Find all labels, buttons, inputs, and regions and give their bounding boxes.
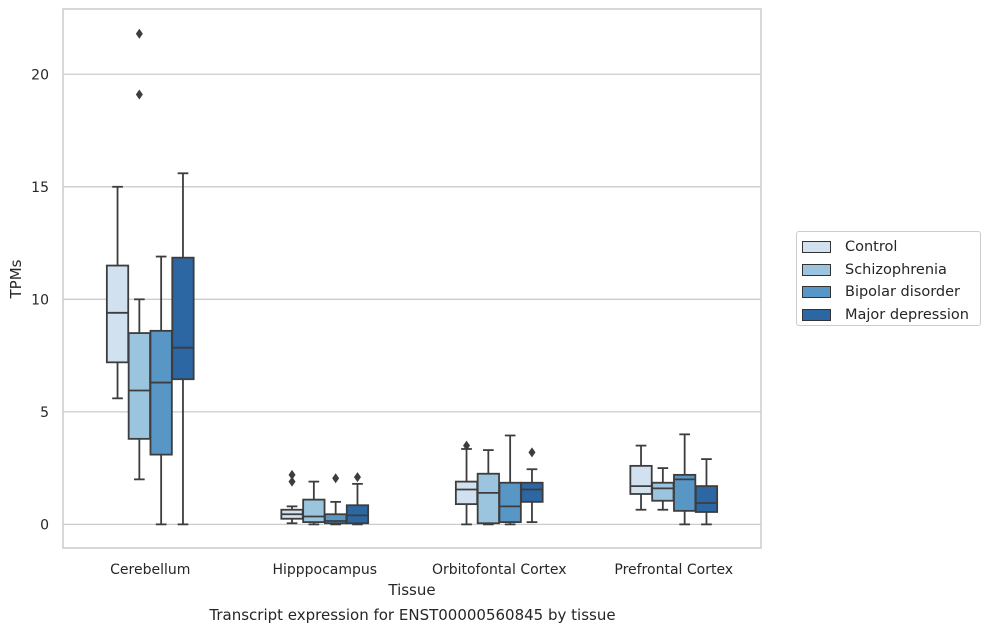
y-tick-label: 20: [31, 67, 49, 83]
box-iqr: [498, 481, 522, 524]
box: [520, 447, 544, 524]
box: [476, 449, 500, 526]
box: [280, 469, 304, 525]
outlier-point: [135, 28, 143, 39]
box: [694, 458, 719, 526]
series-control: [105, 185, 653, 526]
box-iqr: [694, 485, 719, 513]
outlier-point: [353, 472, 361, 483]
box: [345, 472, 370, 526]
box-iqr: [127, 332, 151, 440]
box-iqr: [454, 480, 479, 506]
box: [629, 444, 653, 511]
outlier-point: [332, 473, 340, 484]
x-axis-label: Tissue: [387, 581, 435, 599]
box-series: [105, 28, 719, 526]
legend-label: Control: [845, 239, 898, 256]
box-iqr: [171, 256, 195, 381]
box-iqr: [149, 329, 173, 456]
box-iqr: [105, 264, 130, 364]
box: [324, 473, 348, 526]
box: [171, 172, 195, 526]
box: [149, 255, 173, 526]
legend-swatch: [802, 263, 831, 276]
y-tick-label: 10: [31, 292, 49, 308]
outlier-point: [288, 476, 296, 487]
box: [651, 467, 675, 511]
y-axis-ticks: 0 5 10 15 20: [31, 67, 49, 533]
y-tick-label: 15: [31, 180, 49, 196]
legend: Control Schizophrenia Bipolar disorder Majo…: [796, 231, 981, 326]
outlier-point: [463, 440, 471, 451]
legend-item: Major depression: [802, 304, 980, 327]
box-iqr: [673, 473, 697, 512]
box-iqr: [345, 504, 370, 525]
box-iqr: [324, 513, 348, 525]
x-axis-ticks: Cerebellum Hipppocampus Orbitofontal Corte…: [110, 562, 733, 578]
x-tick-label: Hipppocampus: [272, 562, 377, 578]
x-tick-label: Prefrontal Cortex: [614, 562, 733, 578]
legend-swatch: [802, 286, 831, 299]
legend-swatch: [802, 241, 831, 254]
y-tick-label: 0: [40, 517, 49, 533]
box: [105, 185, 130, 400]
box: [127, 28, 151, 481]
legend-swatch: [802, 308, 831, 321]
legend-label: Bipolar disorder: [845, 284, 960, 301]
y-tick-label: 5: [40, 405, 49, 421]
series-bipolar-disorder: [149, 255, 697, 526]
box-iqr: [629, 464, 653, 495]
box: [302, 480, 326, 526]
x-tick-label: Cerebellum: [110, 562, 190, 578]
x-tick-label: Orbitofontal Cortex: [432, 562, 567, 578]
outlier-point: [528, 447, 536, 458]
outlier-point: [135, 89, 143, 100]
box-iqr: [302, 498, 326, 524]
plot-area: [62, 8, 762, 549]
series-schizophrenia: [127, 28, 675, 526]
box-iqr: [520, 481, 544, 503]
series-major-depression: [171, 172, 719, 526]
box-iqr: [651, 481, 675, 502]
y-axis-label: TPMs: [7, 259, 25, 299]
legend-item: Control: [802, 236, 980, 259]
legend-item: Bipolar disorder: [802, 281, 980, 304]
legend-label: Schizophrenia: [845, 261, 947, 278]
chart-caption: Transcript expression for ENST0000056084…: [209, 606, 616, 624]
outlier-point: [288, 469, 296, 480]
legend-item: Schizophrenia: [802, 259, 980, 282]
legend-label: Major depression: [845, 306, 969, 323]
box-iqr: [476, 472, 500, 525]
